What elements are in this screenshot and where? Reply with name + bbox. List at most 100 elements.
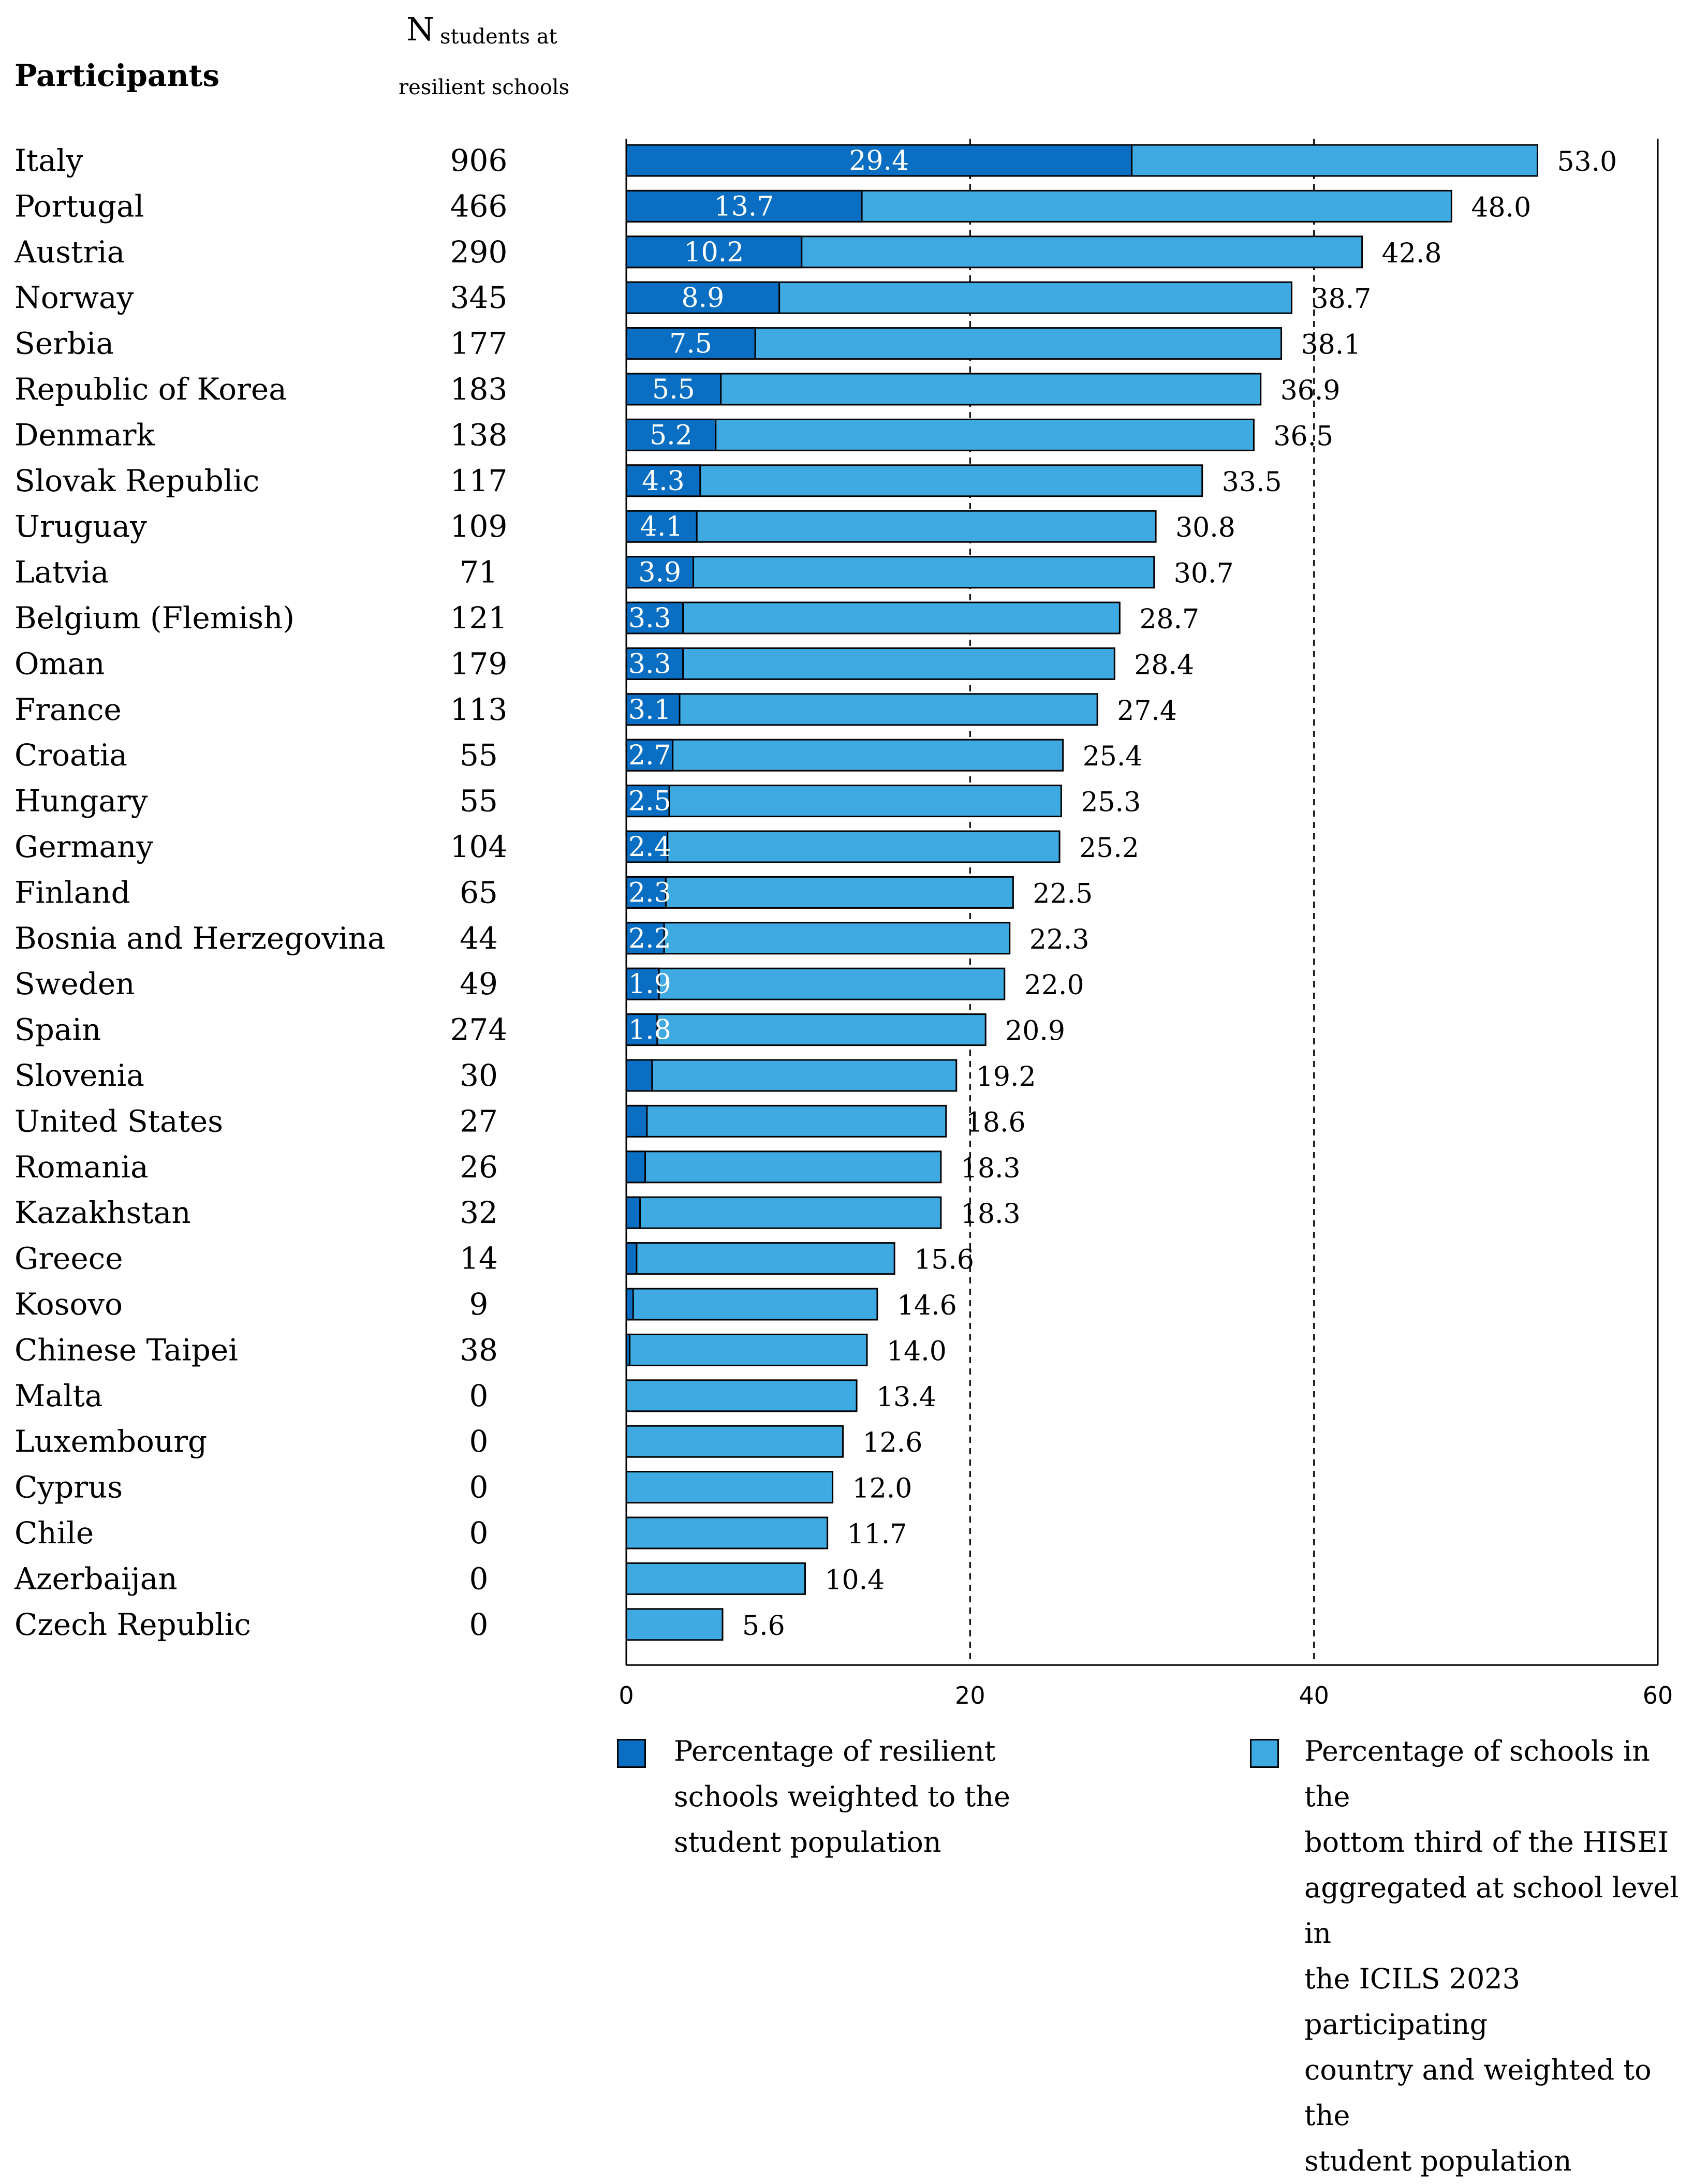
bar-resilient — [625, 144, 1133, 177]
n-students-value: 0 — [469, 1561, 489, 1596]
bar-resilient — [625, 510, 698, 543]
n-students-value: 14 — [460, 1241, 498, 1276]
country-label: Slovak Republic — [14, 463, 259, 498]
country-label: France — [14, 692, 122, 727]
country-label: Portugal — [14, 188, 144, 224]
bottom-third-value-label: 38.7 — [1311, 284, 1371, 315]
resilient-value-label: 10.2 — [684, 237, 744, 268]
bar-bottom-third — [625, 1104, 947, 1138]
country-label: Norway — [14, 280, 134, 315]
bar-bottom-third — [625, 418, 1255, 451]
legend-swatch-bottom-third — [1250, 1739, 1279, 1768]
resilient-value-label: 4.3 — [642, 466, 685, 497]
country-label: Serbia — [14, 326, 114, 361]
country-label: Greece — [14, 1241, 123, 1276]
legend-swatch-resilient — [617, 1739, 646, 1768]
n-students-value: 44 — [460, 921, 498, 956]
bottom-third-value-label: 18.3 — [961, 1199, 1021, 1230]
n-students-value: 49 — [460, 966, 498, 1001]
bar-resilient — [625, 967, 660, 1000]
bottom-third-value-label: 18.3 — [961, 1153, 1021, 1184]
bar-bottom-third — [625, 922, 1011, 955]
resilient-value-label: 4.1 — [640, 511, 683, 542]
n-header-line1: students at — [440, 25, 557, 49]
n-students-value: 290 — [450, 234, 508, 270]
country-label: Sweden — [14, 966, 135, 1001]
bar-resilient — [625, 1059, 653, 1092]
bar-resilient — [625, 281, 781, 314]
n-students-value: 345 — [450, 280, 508, 315]
n-students-value: 0 — [469, 1424, 489, 1459]
resilient-value-label: 2.4 — [628, 832, 671, 863]
legend-label-bottom-third: Percentage of schools in the bottom thir… — [1304, 1729, 1693, 2184]
bottom-third-value-label: 36.5 — [1273, 421, 1333, 452]
country-label: Finland — [14, 875, 130, 910]
bar-resilient — [625, 418, 717, 451]
bar-bottom-third — [625, 1379, 858, 1412]
bottom-third-value-label: 22.5 — [1033, 878, 1093, 909]
country-label: Luxembourg — [14, 1424, 207, 1459]
bottom-third-value-label: 33.5 — [1222, 467, 1282, 498]
bar-resilient — [625, 1013, 658, 1046]
bar-bottom-third — [625, 647, 1115, 680]
bar-bottom-third — [625, 1013, 987, 1046]
x-tick-label: 20 — [955, 1681, 985, 1708]
n-students-value: 466 — [450, 188, 508, 224]
n-students-value: 30 — [460, 1058, 498, 1093]
country-label: Hungary — [14, 784, 148, 819]
bottom-third-value-label: 14.6 — [897, 1290, 957, 1321]
bottom-third-value-label: 30.8 — [1175, 512, 1235, 543]
n-students-value: 183 — [450, 372, 508, 407]
legend2-line: Percentage of schools in the — [1304, 1735, 1650, 1813]
bar-bottom-third — [625, 601, 1121, 634]
n-students-value: 906 — [450, 143, 508, 178]
legend1-line: schools weighted to the — [674, 1780, 1010, 1813]
bottom-third-value-label: 28.7 — [1139, 604, 1199, 635]
bar-resilient — [625, 327, 756, 360]
legend1-line: Percentage of resilient — [674, 1735, 996, 1767]
x-tick-label: 40 — [1299, 1681, 1329, 1708]
bottom-third-value-label: 27.4 — [1117, 696, 1177, 727]
resilient-value-label: 5.2 — [650, 420, 693, 451]
n-students-value: 38 — [460, 1332, 498, 1367]
resilient-value-label: 8.9 — [681, 283, 724, 314]
resilient-value-label: 7.5 — [669, 329, 712, 360]
bottom-third-value-label: 5.6 — [742, 1611, 785, 1642]
n-students-value: 121 — [450, 600, 508, 636]
bottom-third-value-label: 19.2 — [976, 1061, 1036, 1093]
bottom-third-value-label: 25.3 — [1081, 787, 1141, 818]
n-students-value: 32 — [460, 1195, 498, 1230]
bottom-third-value-label: 12.0 — [852, 1473, 912, 1504]
bottom-third-value-label: 11.7 — [847, 1519, 907, 1550]
bar-bottom-third — [625, 1516, 829, 1550]
bottom-third-value-label: 36.9 — [1280, 375, 1341, 406]
bar-bottom-third — [625, 830, 1061, 863]
bar-bottom-third — [625, 785, 1062, 818]
bottom-third-value-label: 28.4 — [1134, 650, 1194, 681]
bottom-third-value-label: 15.6 — [914, 1245, 974, 1276]
country-label: Belgium (Flemish) — [14, 600, 295, 636]
country-label: Kosovo — [14, 1287, 123, 1322]
bar-bottom-third — [625, 1425, 844, 1458]
bottom-third-value-label: 22.0 — [1024, 970, 1084, 1001]
bottom-third-value-label: 22.3 — [1029, 924, 1090, 955]
bar-resilient — [625, 1104, 648, 1138]
bar-resilient — [625, 1333, 631, 1366]
resilient-value-label: 1.9 — [628, 969, 671, 1000]
bar-resilient — [625, 1150, 646, 1184]
bar-resilient — [625, 1288, 634, 1321]
resilient-value-label: 3.3 — [628, 648, 671, 680]
bar-bottom-third — [625, 739, 1064, 772]
n-students-value: 0 — [469, 1378, 489, 1413]
resilient-value-label: 1.8 — [628, 1015, 671, 1046]
participants-header: Participants — [14, 58, 220, 93]
country-label: Chile — [14, 1515, 94, 1551]
country-label: Azerbaijan — [14, 1561, 178, 1596]
country-label: Malta — [14, 1378, 102, 1413]
bar-bottom-third — [625, 510, 1157, 543]
n-students-value: 9 — [469, 1287, 489, 1322]
legend2-line: student population — [1304, 2145, 1572, 2177]
resilient-value-label: 29.4 — [849, 145, 909, 176]
resilient-value-label: 2.7 — [628, 740, 671, 771]
resilient-value-label: 5.5 — [652, 374, 695, 405]
